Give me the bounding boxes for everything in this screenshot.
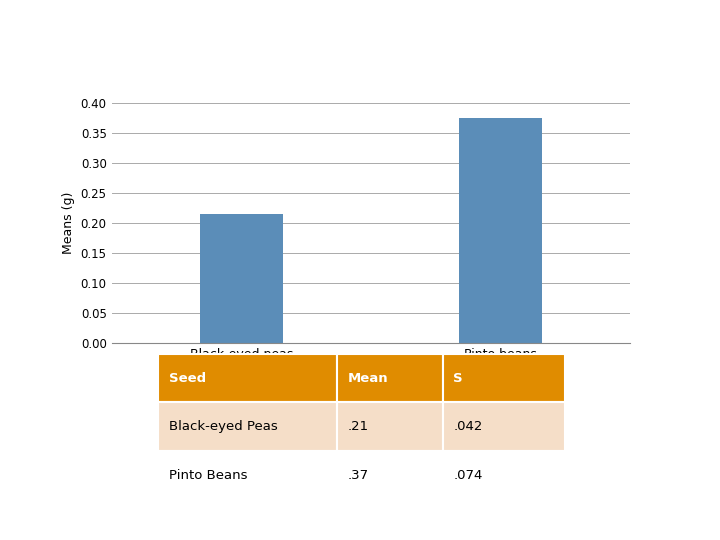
Bar [158,451,338,500]
Text: .042: .042 [454,420,482,433]
Y-axis label: Means (g): Means (g) [62,192,75,254]
Text: Black-eyed Peas: Black-eyed Peas [168,420,277,433]
Text: Mean: Mean [348,372,388,384]
Bar [158,354,338,402]
Bar [199,214,283,343]
Bar [459,118,542,343]
Text: S: S [454,372,463,384]
Text: Seed: Seed [168,372,206,384]
Text: 16: 16 [677,517,695,531]
Text: .37: .37 [348,469,369,482]
Bar [443,402,565,451]
Bar [443,451,565,500]
Bar [338,451,443,500]
Bar [443,354,565,402]
Bar [338,354,443,402]
Text: Pinto Beans: Pinto Beans [168,469,247,482]
Bar [158,402,338,451]
Text: .21: .21 [348,420,369,433]
Text: Bar Graph with Illustrating the Means: Bar Graph with Illustrating the Means [32,32,625,60]
Bar [338,402,443,451]
Text: .074: .074 [454,469,482,482]
